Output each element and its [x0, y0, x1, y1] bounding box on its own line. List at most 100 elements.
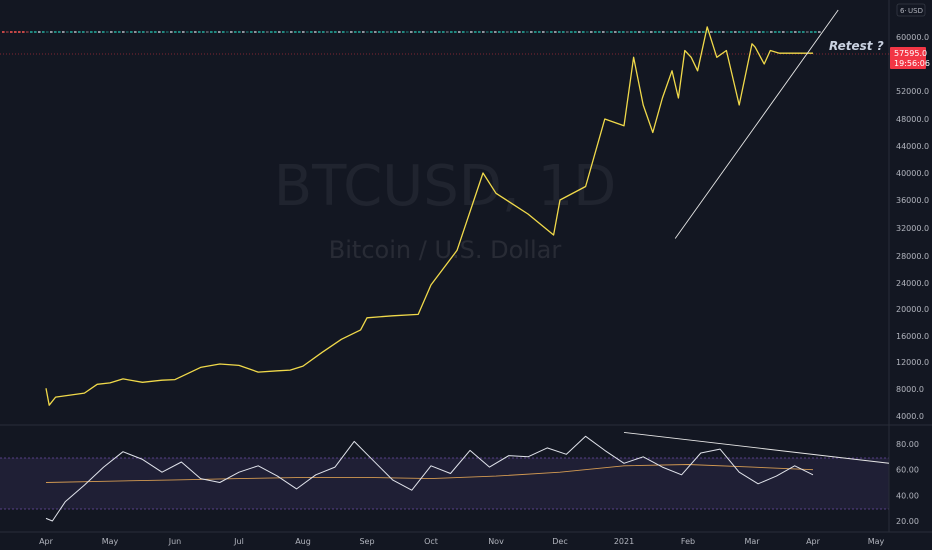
indicator-dot: [294, 31, 297, 33]
indicator-dot: [410, 31, 413, 33]
indicator-dot: [22, 31, 25, 33]
indicator-dot: [18, 31, 21, 33]
time-axis-label: Mar: [744, 537, 760, 546]
currency-button[interactable]: [896, 3, 926, 17]
indicator-dot: [138, 31, 141, 33]
indicator-dot: [650, 31, 653, 33]
indicator-dot: [794, 31, 797, 33]
indicator-dot: [714, 31, 717, 33]
indicator-dot: [746, 31, 749, 33]
indicator-dot: [486, 31, 489, 33]
indicator-dot: [578, 31, 581, 33]
indicator-dot: [210, 31, 213, 33]
indicator-dot: [598, 31, 601, 33]
indicator-dot: [730, 31, 733, 33]
indicator-dot: [26, 31, 29, 33]
indicator-dot: [626, 31, 629, 33]
indicator-dot: [606, 31, 609, 33]
indicator-dot: [618, 31, 621, 33]
indicator-dot: [534, 31, 537, 33]
indicator-dot: [346, 31, 349, 33]
indicator-dot: [778, 31, 781, 33]
price-tick-label: 28000.0: [896, 252, 929, 261]
indicator-dot: [614, 31, 617, 33]
rsi-tick-label: 40.00: [896, 491, 919, 500]
indicator-dot: [502, 31, 505, 33]
price-tick-label: 4000.0: [896, 412, 924, 421]
indicator-dot: [594, 31, 597, 33]
indicator-dot: [146, 31, 149, 33]
indicator-dot: [46, 31, 49, 33]
watermark-name: Bitcoin / U.S. Dollar: [329, 236, 562, 264]
indicator-dot: [522, 31, 525, 33]
indicator-dot: [14, 31, 17, 33]
indicator-dot: [654, 31, 657, 33]
indicator-dot: [690, 31, 693, 33]
indicator-dot: [498, 31, 501, 33]
rsi-axis-ticks: 20.00 40.00 60.00 80.00: [896, 440, 919, 526]
time-axis-label: 2021: [614, 537, 634, 546]
indicator-dot: [218, 31, 221, 33]
indicator-dot: [570, 31, 573, 33]
indicator-dot: [450, 31, 453, 33]
indicator-dot: [242, 31, 245, 33]
indicator-dot: [622, 31, 625, 33]
indicator-dot: [106, 31, 109, 33]
indicator-dot: [446, 31, 449, 33]
indicator-dot: [98, 31, 101, 33]
indicator-dot: [102, 31, 105, 33]
time-axis-label: Feb: [681, 537, 695, 546]
rsi-trendline[interactable]: [623, 432, 890, 464]
indicator-dot: [722, 31, 725, 33]
indicator-dot: [358, 31, 361, 33]
indicator-dot: [182, 31, 185, 33]
time-axis-label: Sep: [359, 537, 374, 546]
indicator-dot: [806, 31, 809, 33]
indicator-dot: [350, 31, 353, 33]
currency-label[interactable]: USD: [908, 7, 923, 15]
indicator-dot: [342, 31, 345, 33]
watermark-symbol: BTCUSD, 1D: [274, 154, 616, 219]
time-axis-label: Nov: [488, 537, 504, 546]
price-tick-label: 8000.0: [896, 385, 924, 394]
price-tick-label: 60000.0: [896, 33, 929, 42]
indicator-dot: [118, 31, 121, 33]
indicator-dot: [214, 31, 217, 33]
indicator-dot: [590, 31, 593, 33]
indicator-dot: [702, 31, 705, 33]
indicator-dot: [186, 31, 189, 33]
rsi-tick-label: 60.00: [896, 466, 919, 475]
indicator-dot: [818, 31, 821, 33]
indicator-dot: [438, 31, 441, 33]
indicator-dot: [142, 31, 145, 33]
indicator-dot: [266, 31, 269, 33]
indicator-dot: [506, 31, 509, 33]
indicator-dot: [6, 31, 9, 33]
indicator-dot: [710, 31, 713, 33]
indicator-dot: [66, 31, 69, 33]
indicator-dot: [10, 31, 13, 33]
time-axis-label: Oct: [424, 537, 438, 546]
indicator-dot: [638, 31, 641, 33]
retest-annotation[interactable]: Retest ?: [829, 39, 884, 53]
time-axis-label: Aug: [295, 537, 311, 546]
indicator-dot: [402, 31, 405, 33]
indicator-dot: [254, 31, 257, 33]
rsi-tick-label: 20.00: [896, 517, 919, 526]
indicator-dot: [354, 31, 357, 33]
indicator-dot: [698, 31, 701, 33]
indicator-dot: [610, 31, 613, 33]
indicator-dot: [530, 31, 533, 33]
indicator-dot: [226, 31, 229, 33]
indicator-dot: [782, 31, 785, 33]
indicator-dot: [678, 31, 681, 33]
indicator-dot: [550, 31, 553, 33]
dropdown-icon[interactable]: 6·: [900, 7, 907, 15]
time-axis-label: May: [102, 537, 119, 546]
indicator-dot: [490, 31, 493, 33]
indicator-dot: [790, 31, 793, 33]
indicator-dot: [258, 31, 261, 33]
price-trendline[interactable]: [674, 9, 839, 239]
indicator-dot: [366, 31, 369, 33]
indicator-dot: [602, 31, 605, 33]
